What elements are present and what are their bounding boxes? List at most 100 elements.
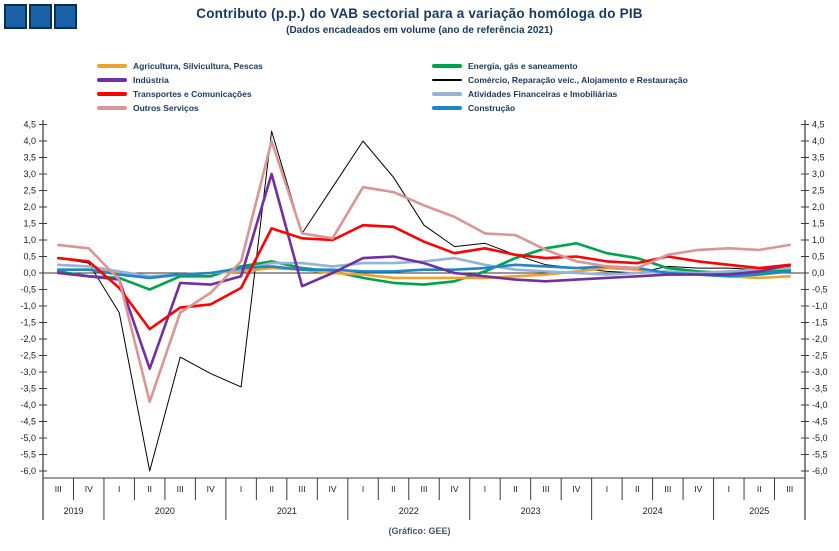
legend-line-swatch-industria xyxy=(97,78,127,82)
y-tick-label-right: 0,5 xyxy=(812,252,825,262)
y-tick-label-right: -6,0 xyxy=(812,466,828,476)
y-tick-label-right: 4,5 xyxy=(812,120,825,130)
y-tick-label-right: -5,5 xyxy=(812,450,828,460)
y-tick-label-left: 3,5 xyxy=(23,153,36,163)
y-tick-label-right: 1,5 xyxy=(812,219,825,229)
y-tick-label-left: -3,0 xyxy=(20,367,36,377)
y-tick-label-left: 4,5 xyxy=(23,120,36,130)
y-tick-label-right: 0,0 xyxy=(812,268,825,278)
legend-label-industria: Indústria xyxy=(133,75,169,85)
y-tick-label-left: -2,5 xyxy=(20,351,36,361)
series-line-energia xyxy=(56,242,792,291)
logo-square xyxy=(29,4,52,29)
legend-line-swatch-transportes xyxy=(97,92,127,96)
x-quarter-label: III xyxy=(177,484,184,494)
legend-column-left: Agricultura, Silvicultura, Pescas Indústr… xyxy=(97,59,263,115)
x-quarter-label: III xyxy=(542,484,549,494)
logo-square xyxy=(54,4,77,29)
x-quarter-label: II xyxy=(757,484,762,494)
x-quarter-label: II xyxy=(513,484,518,494)
y-tick-label-right: -4,0 xyxy=(812,400,828,410)
y-tick-label-left: 0,0 xyxy=(23,268,36,278)
x-quarter-label: III xyxy=(786,484,793,494)
x-quarter-label: IV xyxy=(85,484,93,494)
x-year-label-2019: 2019 xyxy=(63,506,83,516)
y-tick-label-right: -1,0 xyxy=(812,301,828,311)
x-quarter-label: III xyxy=(299,484,306,494)
x-year-label-2022: 2022 xyxy=(399,506,419,516)
legend-item-transportes: Transportes e Comunicações xyxy=(97,87,263,101)
y-tick-label-left: -5,5 xyxy=(20,450,36,460)
x-quarter-label: IV xyxy=(450,484,458,494)
legend-item-construcao: Construção xyxy=(432,101,688,115)
y-tick-label-right: 1,0 xyxy=(812,235,825,245)
y-tick-label-left: 2,5 xyxy=(23,186,36,196)
legend-line-swatch-comercio xyxy=(432,79,462,81)
x-quarter-label: IV xyxy=(207,484,215,494)
y-tick-label-right: -1,5 xyxy=(812,318,828,328)
x-quarter-label: IV xyxy=(329,484,337,494)
three-blue-squares-logo xyxy=(4,4,77,29)
x-quarter-label: IV xyxy=(694,484,702,494)
legend-item-financeiras: Atividades Financeiras e Imobiliárias xyxy=(432,87,688,101)
x-quarter-label: III xyxy=(55,484,62,494)
legend-line-swatch-energia xyxy=(432,64,462,68)
y-tick-label-left: 1,5 xyxy=(23,219,36,229)
x-quarter-label: II xyxy=(635,484,640,494)
y-tick-label-right: 4,0 xyxy=(812,136,825,146)
chart-source-caption: (Gráfico: GEE) xyxy=(388,526,451,536)
y-tick-label-right: -0,5 xyxy=(812,285,828,295)
x-quarter-label: I xyxy=(118,484,120,494)
series-line-construcao xyxy=(56,263,792,280)
x-year-label-2025: 2025 xyxy=(749,506,769,516)
y-tick-label-left: -1,5 xyxy=(20,318,36,328)
legend-label-transportes: Transportes e Comunicações xyxy=(133,89,252,99)
y-tick-label-right: 2,0 xyxy=(812,202,825,212)
legend-label-financeiras: Atividades Financeiras e Imobiliárias xyxy=(468,89,618,99)
x-year-label-2024: 2024 xyxy=(643,506,663,516)
y-tick-label-right: -2,5 xyxy=(812,351,828,361)
x-quarter-label: I xyxy=(728,484,730,494)
series-line-outros-servicos xyxy=(56,139,792,404)
legend-line-swatch-agricultura xyxy=(97,64,127,68)
legend-line-swatch-outros-servicos xyxy=(97,106,127,110)
y-tick-label-right: -3,0 xyxy=(812,367,828,377)
x-quarter-label: III xyxy=(420,484,427,494)
x-year-label-2021: 2021 xyxy=(277,506,297,516)
series-line-comercio xyxy=(57,130,791,472)
legend-item-industria: Indústria xyxy=(97,73,263,87)
logo-square xyxy=(4,4,27,29)
y-tick-label-right: -5,0 xyxy=(812,433,828,443)
y-tick-label-left: -6,0 xyxy=(20,466,36,476)
legend-line-swatch-construcao xyxy=(432,106,462,110)
x-year-label-2023: 2023 xyxy=(521,506,541,516)
y-tick-label-right: 2,5 xyxy=(812,186,825,196)
x-quarter-label: II xyxy=(391,484,396,494)
y-tick-label-left: 3,0 xyxy=(23,169,36,179)
y-tick-label-left: 2,0 xyxy=(23,202,36,212)
x-quarter-label: IV xyxy=(572,484,580,494)
y-tick-label-left: -4,0 xyxy=(20,400,36,410)
y-tick-label-left: 0,5 xyxy=(23,252,36,262)
legend-label-outros-servicos: Outros Serviços xyxy=(133,103,199,113)
legend-column-right: Energia, gás e saneamento Comércio, Repar… xyxy=(432,59,688,115)
x-quarter-label: I xyxy=(240,484,242,494)
y-tick-label-left: -0,5 xyxy=(20,285,36,295)
x-year-label-2020: 2020 xyxy=(155,506,175,516)
y-tick-label-right: -2,0 xyxy=(812,334,828,344)
y-tick-label-left: -5,0 xyxy=(20,433,36,443)
y-tick-label-right: -4,5 xyxy=(812,417,828,427)
y-tick-label-right: 3,0 xyxy=(812,169,825,179)
legend-item-comercio: Comércio, Reparação veíc., Alojamento e … xyxy=(432,73,688,87)
y-tick-label-left: 4,0 xyxy=(23,136,36,146)
x-quarter-label: I xyxy=(362,484,364,494)
series-line-industria xyxy=(56,172,792,371)
legend-item-energia: Energia, gás e saneamento xyxy=(432,59,688,73)
y-tick-label-left: -3,5 xyxy=(20,384,36,394)
y-tick-label-left: -4,5 xyxy=(20,417,36,427)
legend-item-outros-servicos: Outros Serviços xyxy=(97,101,263,115)
x-quarter-label: I xyxy=(606,484,608,494)
legend-label-construcao: Construção xyxy=(468,103,516,113)
